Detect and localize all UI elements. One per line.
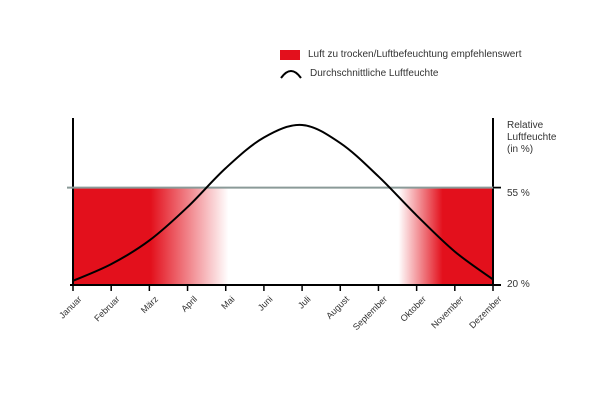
y-axis-label: Relative Luftfeuchte (in %) xyxy=(507,120,556,156)
y-axis-label-line: (in %) xyxy=(507,144,534,155)
y-axis-label-line: Luftfeuchte xyxy=(507,132,557,143)
y-axis-label-line: Relative xyxy=(507,120,544,131)
legend-curve-icon xyxy=(280,70,302,79)
y-tick-label-20: 20 % xyxy=(507,279,530,290)
legend-item-dry-air: Luft zu trocken/Luftbefeuchtung empfehle… xyxy=(280,49,521,60)
legend-label-dry-air: Luft zu trocken/Luftbefeuchtung empfehle… xyxy=(308,49,522,60)
legend-label-average-humidity: Durchschnittliche Luftfeuchte xyxy=(310,67,439,79)
series-line-average-humidity xyxy=(72,123,494,282)
legend-item-average-humidity: Durchschnittliche Luftfeuchte xyxy=(280,67,438,79)
y-tick-label-55: 55 % xyxy=(507,188,530,199)
dry-air-band xyxy=(73,187,493,285)
legend-swatch-red xyxy=(280,49,300,60)
